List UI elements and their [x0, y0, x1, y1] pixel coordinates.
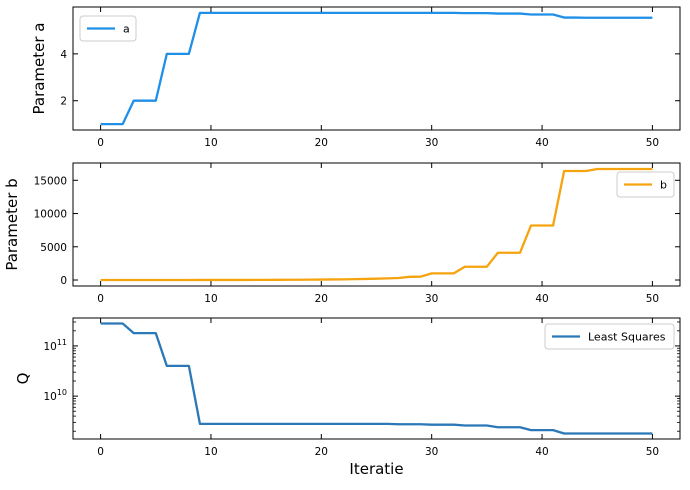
- x-tick-label: 30: [425, 137, 438, 149]
- y-tick-label: 4: [60, 49, 67, 61]
- series-line-b: [100, 167, 653, 282]
- series-line-least-squares: [100, 322, 653, 435]
- x-tick-label: 40: [535, 137, 548, 149]
- legend-label: Least Squares: [588, 331, 666, 344]
- y-axis-label: Parameter a: [30, 23, 48, 115]
- panel-2: 0 10 20 30 40 50 0 5000 10000 15000 Parameter b b: [3, 162, 681, 305]
- x-tick-label: 0: [97, 293, 104, 305]
- y-tick-label: 1011: [43, 338, 67, 353]
- x-tick-label: 0: [97, 137, 104, 149]
- x-tick-label: 40: [535, 446, 548, 458]
- x-tick-label: 0: [97, 446, 104, 458]
- x-tick-label: 50: [646, 293, 659, 305]
- axes-frame: [72, 6, 681, 131]
- legend-label: b: [660, 179, 667, 192]
- y-tick-label: 10000: [34, 209, 67, 221]
- x-tick-label: 20: [315, 446, 328, 458]
- y-tick-label: 5000: [40, 242, 67, 254]
- panel-3: 0 10 20 30 40 50 1010 1011 Q Iteratie Least Square…: [14, 317, 681, 478]
- y-tick-label: 1010: [43, 388, 67, 403]
- legend: Least Squares: [544, 323, 675, 350]
- y-axis-label: Parameter b: [3, 178, 21, 270]
- x-tick-label: 20: [315, 293, 328, 305]
- x-tick-label: 10: [204, 446, 217, 458]
- x-tick-label: 50: [646, 137, 659, 149]
- axes-frame: [72, 317, 681, 440]
- y-axis-label: Q: [14, 373, 32, 385]
- legend-label: a: [123, 23, 130, 36]
- y-tick-label: 0: [60, 275, 67, 287]
- x-axis-label: Iteratie: [349, 460, 403, 478]
- legend-box: [544, 323, 675, 350]
- x-tick-label: 30: [425, 446, 438, 458]
- x-tick-label: 10: [204, 293, 217, 305]
- y-tick-label: 2: [60, 96, 67, 108]
- x-tick-label: 20: [315, 137, 328, 149]
- axes-frame: [72, 162, 681, 287]
- legend: a: [79, 15, 137, 42]
- x-tick-label: 50: [646, 446, 659, 458]
- panel-1: 0 10 20 30 40 50 2 4 Parameter a a: [30, 6, 681, 149]
- series-line-a: [100, 11, 653, 126]
- legend: b: [616, 171, 675, 198]
- x-tick-label: 30: [425, 293, 438, 305]
- y-tick-label: 15000: [34, 175, 67, 187]
- x-tick-label: 40: [535, 293, 548, 305]
- x-tick-label: 10: [204, 137, 217, 149]
